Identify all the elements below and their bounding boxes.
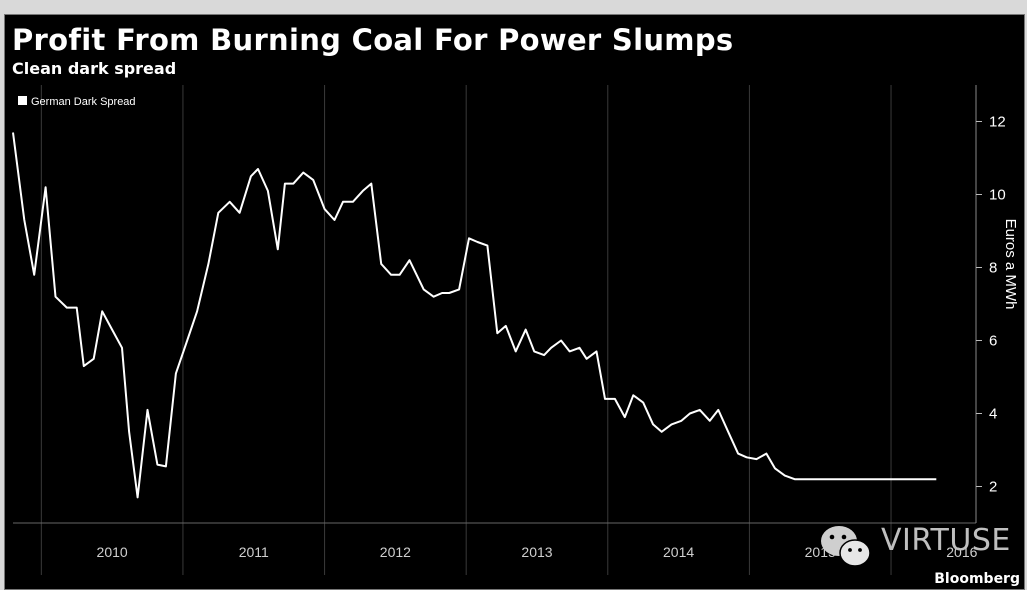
watermark: VIRTUSE (817, 521, 1017, 577)
y-axis-label: Euros a MWh (1002, 219, 1019, 310)
legend: German Dark Spread (18, 96, 136, 108)
wechat-icon (821, 526, 871, 567)
vertical-grid (40, 85, 892, 575)
y-tick-label: 12 (989, 114, 1006, 131)
x-tick-label: 2014 (663, 544, 694, 560)
y-tick-label: 10 (989, 187, 1006, 204)
chart-frame: Profit From Burning Coal For Power Slump… (4, 14, 1025, 590)
x-tick-label: 2011 (239, 544, 269, 560)
chart-title: Profit From Burning Coal For Power Slump… (12, 23, 734, 57)
source-label: Bloomberg (934, 571, 1020, 587)
x-tick-label: 2016 (946, 544, 977, 560)
y-tick-label: 6 (989, 333, 997, 350)
y-tick-label: 8 (989, 260, 997, 277)
x-tick-label: 2013 (521, 544, 552, 560)
y-tick-label: 4 (989, 406, 997, 423)
x-tick-label: 2010 (97, 544, 128, 560)
chart-subtitle: Clean dark spread (12, 59, 177, 78)
y-axis-ticks: 2 4 6 8 10 12 (976, 114, 1006, 496)
series-points (12, 132, 937, 498)
x-tick-label: 2012 (380, 544, 411, 560)
legend-label: German Dark Spread (31, 96, 136, 108)
y-tick-label: 2 (989, 479, 997, 496)
legend-swatch (18, 96, 27, 105)
watermark-text: VIRTUSE (881, 523, 1011, 558)
series-line-german-dark-spread (12, 132, 937, 499)
